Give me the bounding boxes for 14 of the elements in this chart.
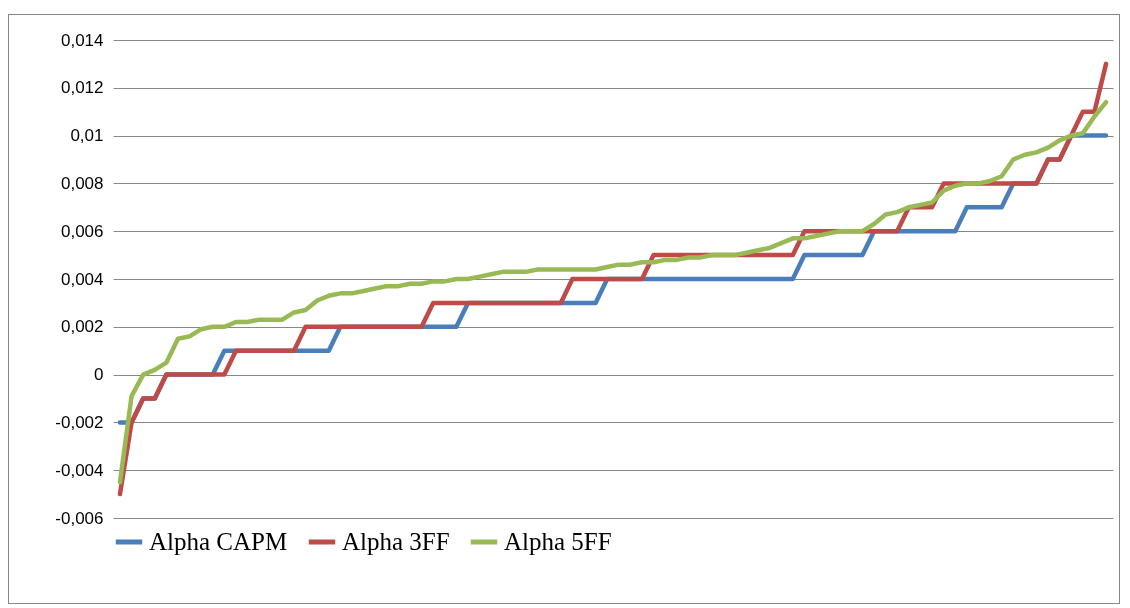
y-tick-label: 0,012 (60, 78, 104, 98)
y-tick-label: 0,002 (60, 317, 104, 337)
legend-label: Alpha CAPM (149, 528, 288, 555)
legend-label: Alpha 3FF (342, 528, 450, 555)
y-tick-label: -0,002 (55, 412, 104, 432)
legend-label: Alpha 5FF (504, 528, 612, 555)
y-tick-label: 0,008 (60, 173, 104, 193)
y-tick-label: 0,014 (60, 30, 104, 50)
y-tick-label: 0 (94, 365, 104, 385)
y-tick-label: -0,006 (55, 508, 104, 528)
y-tick-label: 0,004 (60, 269, 104, 289)
y-tick-label: 0,006 (60, 221, 104, 241)
y-tick-label: 0,01 (70, 126, 104, 146)
y-tick-label: -0,004 (55, 460, 104, 480)
